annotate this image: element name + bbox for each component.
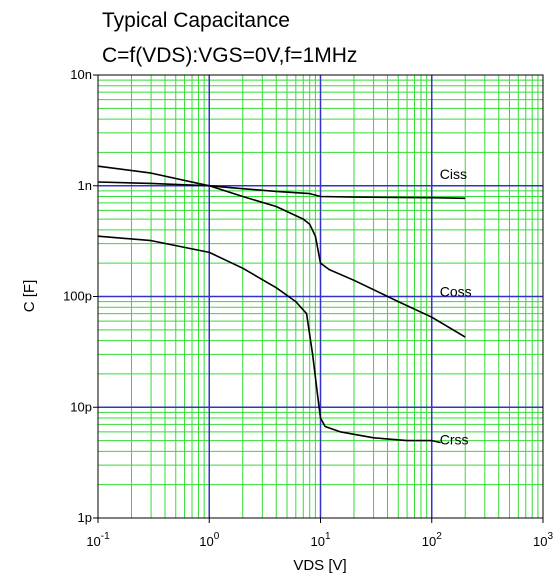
y-ticks: 10n 1n 100p 10p 1p [63,67,98,525]
series-line-crss [97,235,441,444]
x-tick-label: 100 [199,531,219,549]
y-tick-label: 1p [78,510,92,525]
x-axis-label: VDS [V] [293,557,346,574]
x-tick-label: 101 [310,531,330,549]
x-tick-label: 10-1 [86,531,110,549]
series-line-coss [97,165,466,338]
series-label-ciss: Ciss [440,166,467,182]
y-tick-label: 100p [63,289,92,304]
y-tick-label: 10p [70,399,92,414]
series-labels: Ciss Coss Crss [440,166,472,448]
x-tick-label: 102 [422,531,442,549]
x-ticks: 10-1 100 101 102 103 [86,518,553,549]
series-line-ciss [97,181,466,200]
chart-title: Typical Capacitance [102,9,290,32]
y-axis-label: C [F] [21,280,38,313]
x-tick-label: 103 [533,531,553,549]
chart-subtitle: C=f(VDS):VGS=0V,f=1MHz [102,44,357,67]
curves [97,165,466,444]
y-tick-label: 10n [70,67,92,82]
y-tick-label: 1n [78,178,92,193]
series-label-crss: Crss [440,432,469,448]
grid [98,75,543,518]
series-label-coss: Coss [440,284,472,300]
